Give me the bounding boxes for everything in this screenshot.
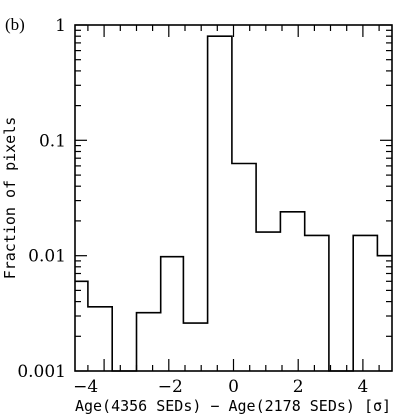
y-axis-label: Fraction of pixels <box>1 117 19 280</box>
histogram-bin <box>305 235 329 371</box>
histogram-bin <box>183 323 207 371</box>
histogram-bin <box>232 164 256 372</box>
panel-label: (b) <box>5 15 25 34</box>
histogram-steps <box>75 35 392 372</box>
histogram-bin <box>137 313 161 371</box>
histogram-bin <box>256 232 280 371</box>
y-tick-label: 1 <box>55 16 66 36</box>
plot-frame <box>74 24 393 372</box>
x-tick-label: 4 <box>357 377 368 397</box>
y-tick-label: 0.01 <box>28 247 66 267</box>
x-tick-label: −2 <box>158 377 183 397</box>
y-tick-label: 0.001 <box>17 362 66 382</box>
x-tick-label: 0 <box>228 377 239 397</box>
histogram-bin <box>280 212 304 371</box>
histogram-bin <box>208 36 232 371</box>
x-tick-label: −4 <box>73 377 98 397</box>
histogram-bin <box>161 257 184 371</box>
x-tick-label: 2 <box>293 377 304 397</box>
y-tick-label: 0.1 <box>39 131 66 151</box>
histogram-outline <box>75 35 392 372</box>
x-axis-label: Age(4356 SEDs) − Age(2178 SEDs) [σ] <box>75 397 391 415</box>
histogram-bin <box>353 235 377 371</box>
histogram-bin <box>75 281 88 371</box>
histogram-bin <box>88 307 112 371</box>
axis-ticks <box>75 24 392 372</box>
